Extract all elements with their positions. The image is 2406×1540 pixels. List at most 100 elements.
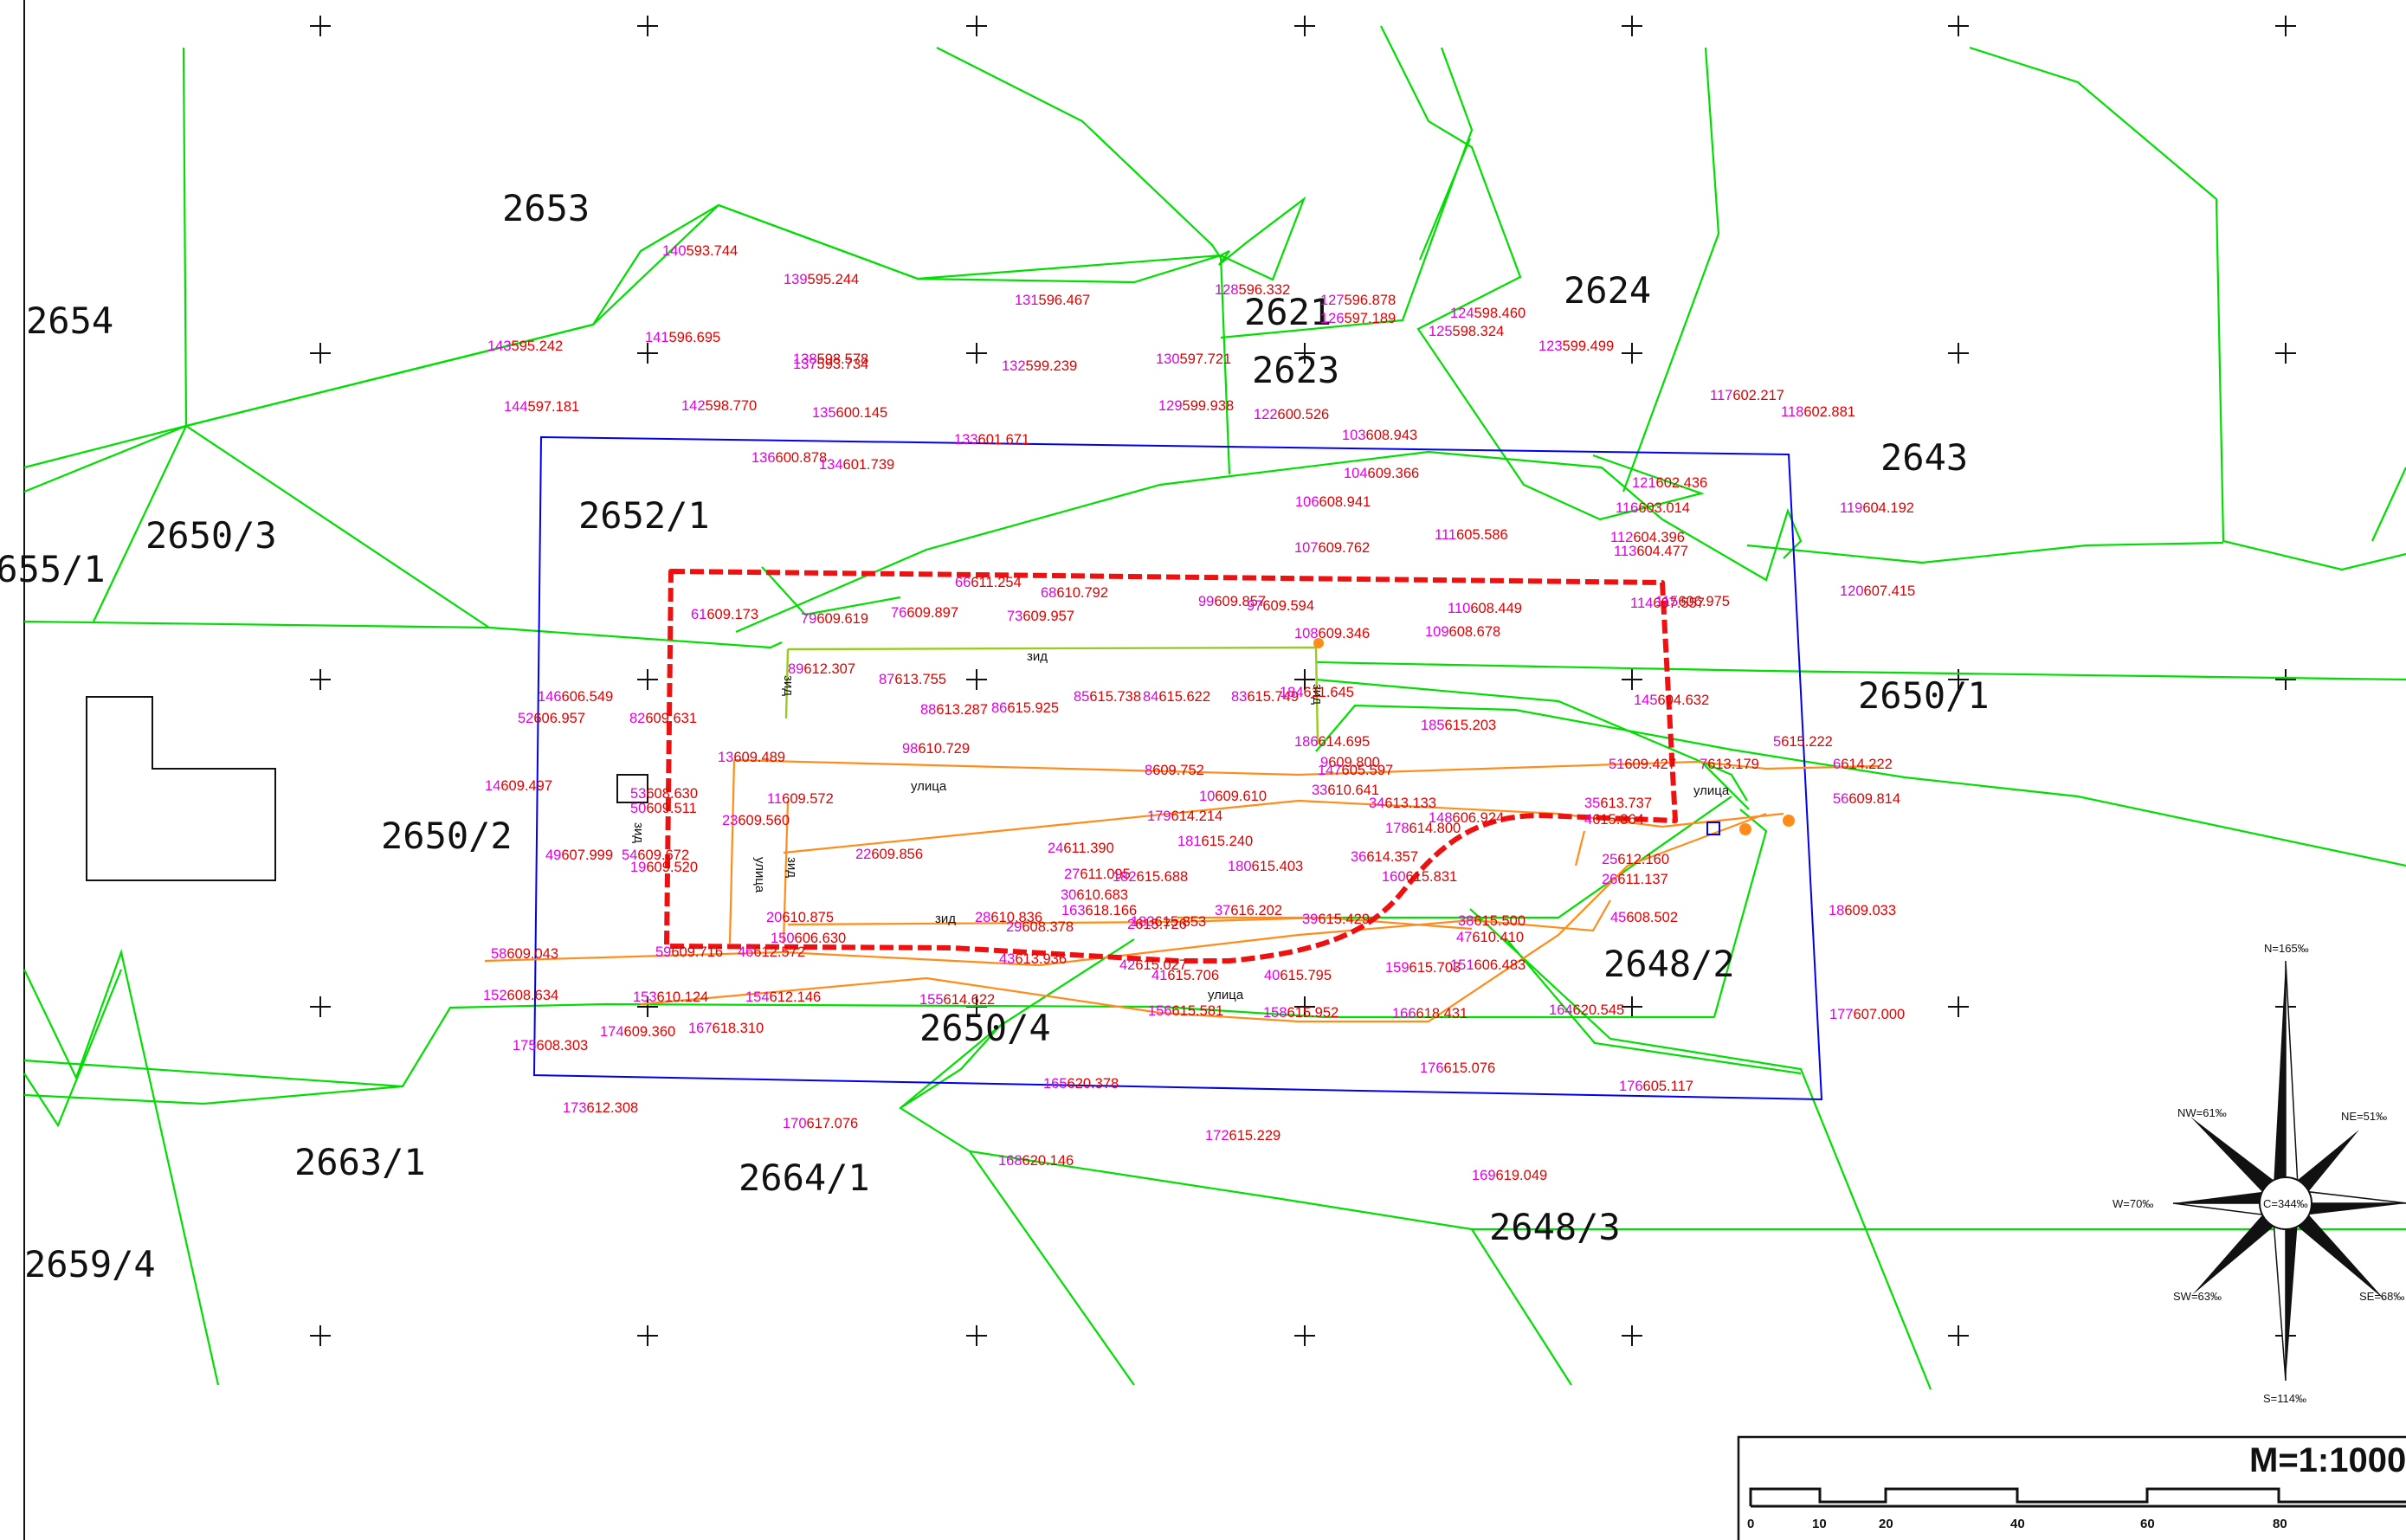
survey-point-label: 127596.878: [1320, 293, 1396, 308]
survey-point-elevation: 616.202: [1230, 903, 1282, 918]
parcel-label: 2654: [26, 300, 113, 342]
scale-bar: [1749, 1487, 2406, 1506]
survey-point-number: 50: [630, 801, 646, 816]
survey-point-elevation: 600.526: [1278, 407, 1330, 422]
wall-label: зид: [631, 822, 646, 843]
compass-rose: N=165‰ NE=51‰ E SE=68‰ S=114‰ SW=63‰ W=7…: [2113, 942, 2406, 1405]
survey-point-number: 41: [1151, 968, 1167, 983]
survey-point-elevation: 593.734: [817, 357, 869, 372]
survey-point-label: 179614.214: [1147, 809, 1222, 824]
survey-point-elevation: 605.597: [1342, 763, 1394, 778]
survey-point-elevation: 599.239: [1026, 358, 1078, 374]
survey-point-label: 153610.124: [633, 989, 708, 1005]
survey-point-label: 8609.752: [1145, 763, 1204, 778]
coordinate-grid: [310, 16, 2296, 1346]
survey-point-label: 53608.630: [630, 786, 698, 802]
survey-point-elevation: 614.622: [944, 992, 996, 1008]
survey-point-number: 9: [1320, 755, 1328, 770]
parcel-boundary: [1315, 660, 2406, 681]
survey-point-label: 137593.734: [793, 357, 868, 372]
survey-point-label: 43613.936: [999, 951, 1067, 967]
parcel-boundary: [1220, 47, 1474, 339]
survey-point-number: 88: [920, 702, 936, 718]
survey-point-label: 145604.632: [1634, 693, 1709, 708]
survey-point-label: 106608.941: [1295, 494, 1371, 510]
survey-point-label: 150606.630: [771, 931, 846, 946]
parcel-label: 2663/1: [294, 1141, 426, 1183]
survey-point-elevation: 608.449: [1470, 601, 1522, 616]
survey-point-elevation: 601.739: [843, 457, 895, 473]
survey-point-label: 87613.755: [879, 672, 946, 687]
compass-center: [2259, 1176, 2312, 1230]
survey-point-label: 114607.557: [1630, 596, 1705, 611]
survey-point-number: 126: [1320, 311, 1345, 326]
survey-point-number: 135: [812, 405, 836, 421]
survey-point-number: 165: [1043, 1076, 1068, 1092]
survey-point-elevation: 614.357: [1366, 849, 1418, 865]
survey-point-label: 82609.631: [629, 711, 697, 726]
compass-label-se: SE=68‰: [2359, 1290, 2404, 1303]
survey-point-label: 160615.831: [1382, 869, 1457, 885]
survey-point-elevation: 599.938: [1183, 398, 1235, 414]
survey-marker: [1706, 822, 1720, 835]
survey-point-label: 135600.145: [812, 405, 887, 421]
survey-point-label: 39615.429: [1302, 912, 1370, 927]
survey-point-elevation: 593.744: [687, 243, 739, 259]
survey-point-label: 37616.202: [1215, 903, 1282, 918]
survey-point-elevation: 615.925: [1007, 700, 1059, 716]
survey-point-number: 4: [1584, 812, 1592, 828]
survey-point-label: 123599.499: [1538, 338, 1614, 354]
survey-point-label: 130597.721: [1156, 351, 1231, 367]
compass-label-w: W=70‰: [2113, 1197, 2153, 1210]
survey-point-elevation: 609.572: [782, 791, 834, 807]
survey-point-number: 36: [1351, 849, 1366, 865]
parcel-boundary: [23, 196, 1306, 469]
survey-point-label: 34613.133: [1369, 796, 1436, 811]
survey-point-elevation: 609.033: [1844, 903, 1896, 918]
survey-point-elevation: 610.683: [1076, 887, 1128, 903]
survey-point-label: 154612.146: [745, 989, 821, 1005]
survey-point-elevation: 608.502: [1626, 910, 1678, 925]
survey-point-number: 103: [1342, 428, 1366, 443]
survey-point-elevation: 611.645: [1304, 685, 1354, 700]
survey-point-number: 46: [738, 944, 753, 960]
building-footprint: [86, 696, 276, 881]
parcel-label: 2653: [502, 187, 590, 229]
survey-point-number: 52: [518, 711, 533, 726]
compass-arm-se: [2293, 1210, 2385, 1300]
survey-point-label: 27611.095: [1064, 867, 1131, 882]
survey-point-label: 124598.460: [1450, 306, 1526, 321]
survey-point-number: 144: [504, 399, 528, 415]
survey-point-elevation: 615.581: [1172, 1003, 1224, 1019]
survey-point-number: 68: [1041, 585, 1056, 601]
survey-point-label: 18609.033: [1829, 903, 1896, 918]
parcel-boundary: [969, 1150, 1135, 1386]
survey-point-number: 18: [1829, 903, 1844, 918]
survey-point-elevation: 609.560: [738, 813, 790, 828]
survey-point-label: 9609.800: [1320, 755, 1380, 770]
survey-point-number: 138: [793, 351, 817, 367]
survey-point-label: 66611.254: [955, 575, 1022, 590]
survey-point-label: 28610.836: [975, 910, 1042, 925]
survey-point-number: 22: [855, 847, 871, 862]
compass-label-nw: NW=61‰: [2177, 1106, 2227, 1119]
scale-tick-label: 0: [1747, 1517, 1754, 1531]
survey-point-elevation: 614.695: [1319, 734, 1371, 750]
survey-point-elevation: 612.572: [753, 944, 805, 960]
parcel-boundary: [1700, 761, 1750, 810]
survey-point-elevation: 609.511: [646, 801, 696, 816]
survey-point-label: 158615.952: [1263, 1005, 1338, 1021]
survey-point-elevation: 613.287: [936, 702, 988, 718]
survey-point-number: 2: [1127, 917, 1135, 932]
survey-point-elevation: 612.307: [803, 661, 855, 677]
survey-point-elevation: 611.390: [1063, 841, 1113, 856]
survey-point-elevation: 607.000: [1854, 1007, 1906, 1022]
survey-point-elevation: 615.726: [1135, 917, 1187, 932]
compass-label-c: C=344‰: [2263, 1197, 2308, 1210]
survey-point-label: 180615.403: [1228, 859, 1303, 874]
survey-point-label: 121602.436: [1632, 475, 1707, 491]
survey-point-number: 173: [563, 1100, 587, 1116]
survey-point-elevation: 610.641: [1327, 783, 1379, 798]
survey-point-elevation: 609.800: [1328, 755, 1380, 770]
